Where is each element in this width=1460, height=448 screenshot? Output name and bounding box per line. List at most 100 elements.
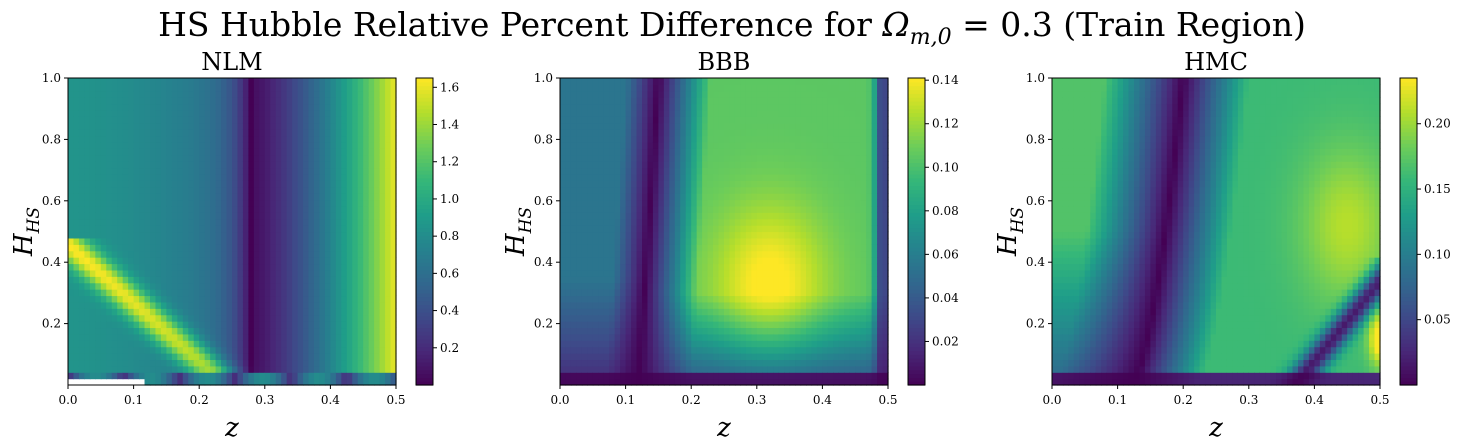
heatmap-cell [106,135,113,143]
heatmap-cell [226,301,233,309]
heatmap-cell [253,109,260,117]
heatmap-cell [614,199,621,207]
heatmap-cell [144,340,151,348]
heatmap-cell [308,321,315,329]
heatmap-cell [106,237,113,245]
heatmap-cell [346,109,353,117]
heatmap-cell [570,263,577,271]
heatmap-cell [188,237,195,245]
heatmap-cell [625,257,632,265]
heatmap-cell [729,257,736,265]
heatmap-cell [762,212,769,220]
heatmap-cell [275,167,282,175]
heatmap-cell [652,314,659,322]
heatmap-cell [778,346,785,354]
heatmap-cell [188,167,195,175]
heatmap-cell [745,225,752,233]
heatmap-cell [587,282,594,290]
heatmap-cell [576,353,583,361]
heatmap-cell [576,225,583,233]
x-tick-label: 0.5 [386,393,405,407]
heatmap-cell [385,205,392,213]
heatmap-cell [784,244,791,252]
heatmap-cell [614,276,621,284]
heatmap-cell [188,97,195,105]
colorbar-segment [416,289,433,294]
heatmap-cell [210,346,217,354]
heatmap-cell [253,103,260,111]
heatmap-cell [642,141,649,149]
heatmap-cell [95,103,102,111]
heatmap-cell [674,257,681,265]
heatmap-cell [308,148,315,156]
heatmap-cell [95,314,102,322]
heatmap-cell [587,321,594,329]
heatmap-cell [718,180,725,188]
heatmap-cell [242,308,249,316]
heatmap-cell [221,346,228,354]
heatmap-cell [767,244,774,252]
heatmap-cell [106,346,113,354]
heatmap-cell [128,353,135,361]
heatmap-cell [232,314,239,322]
heatmap-cell [139,90,146,98]
heatmap-cell [691,327,698,335]
heatmap-cell [341,103,348,111]
heatmap-cell [199,218,206,226]
heatmap-cell [286,353,293,361]
heatmap-cell [707,173,714,181]
heatmap-cell [784,327,791,335]
heatmap-cell [598,135,605,143]
heatmap-cell [144,141,151,149]
heatmap-cell [620,90,627,98]
heatmap-cell [303,129,310,137]
heatmap-cell [270,359,277,367]
heatmap-cell [128,321,135,329]
heatmap-cell [281,103,288,111]
heatmap-cell [767,378,774,386]
heatmap-cell [324,135,331,143]
heatmap-cell [702,321,709,329]
heatmap-cell [609,225,616,233]
heatmap-cell [357,263,364,271]
heatmap-cell [363,186,370,194]
heatmap-cell [100,333,107,341]
heatmap-cell [166,289,173,297]
heatmap-cell [73,340,80,348]
heatmap-cell [669,301,676,309]
heatmap-cell [193,148,200,156]
heatmap-cell [155,365,162,373]
colorbar-segment [416,170,433,175]
heatmap-cell [221,276,228,284]
heatmap-cell [674,263,681,271]
heatmap-cell [297,237,304,245]
heatmap-cell [117,340,124,348]
heatmap-cell [68,295,75,303]
heatmap-cell [718,135,725,143]
heatmap-cell [253,301,260,309]
heatmap-cell [150,173,157,181]
heatmap-cell [756,97,763,105]
heatmap-cell [226,90,233,98]
heatmap-cell [565,244,572,252]
heatmap-cell [390,308,397,316]
heatmap-cell [281,282,288,290]
x-tick-label: 0.2 [190,393,209,407]
heatmap-cell [576,263,583,271]
heatmap-cell [691,161,698,169]
heatmap-cell [215,205,222,213]
heatmap-cell [259,314,266,322]
heatmap-cell [663,109,670,117]
heatmap-cell [718,257,725,265]
heatmap-cell [122,212,129,220]
heatmap-cell [160,193,167,201]
heatmap-cell [363,129,370,137]
heatmap-cell [674,84,681,92]
heatmap-cell [221,250,228,258]
heatmap-cell [89,103,96,111]
heatmap-cell [680,122,687,130]
heatmap-cell [718,122,725,130]
heatmap-cell [221,199,228,207]
colorbar-tick-label: 1.4 [440,118,459,132]
heatmap-cell [658,231,665,239]
